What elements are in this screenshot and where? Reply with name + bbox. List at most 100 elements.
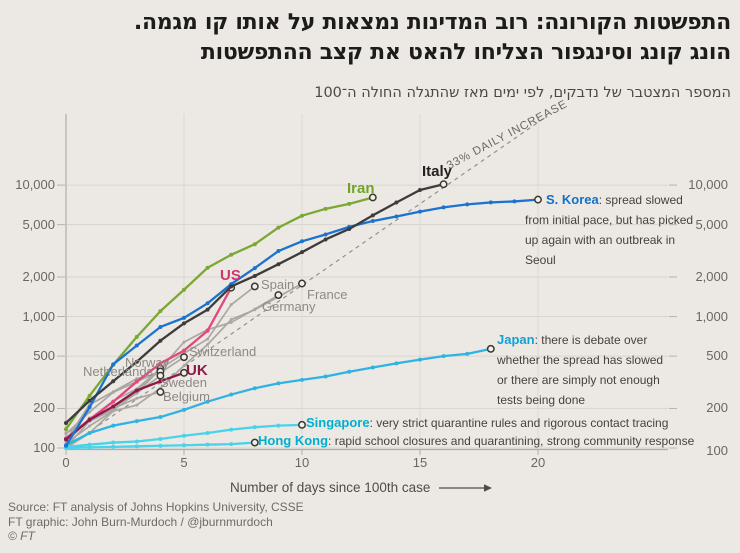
point-us	[182, 348, 186, 353]
reference-line	[65, 115, 548, 449]
point-skorea	[465, 202, 470, 207]
y-tick-label-left: 200	[33, 400, 55, 416]
endpoint-italy	[439, 180, 448, 189]
point-iran	[276, 225, 281, 230]
point-us	[205, 328, 210, 333]
point-italy	[87, 398, 92, 403]
x-tick-label: 20	[530, 455, 546, 470]
point-france	[229, 318, 233, 322]
point-hongkong	[134, 444, 139, 449]
endpoint-singapore	[298, 420, 306, 429]
point-italy	[134, 359, 139, 364]
x-tick-label: 5	[180, 455, 188, 470]
point-singapore	[182, 433, 186, 438]
y-tick-label-left: 10,000	[15, 177, 55, 193]
y-tick-label-left: 1,000	[22, 308, 55, 324]
point-germany	[253, 307, 257, 311]
point-skorea	[87, 405, 92, 410]
point-belgium	[135, 396, 139, 400]
point-iran	[182, 287, 186, 292]
point-iran	[229, 252, 234, 257]
annotation-country-name: Japan	[497, 332, 535, 347]
point-japan	[441, 354, 446, 359]
point-japan	[252, 386, 257, 391]
point-japan	[300, 377, 304, 382]
x-axis-title-text: Number of days since 100th case	[230, 480, 431, 495]
point-japan	[229, 392, 234, 397]
endpoint-skorea	[534, 195, 542, 204]
point-france	[206, 342, 210, 346]
endpoint-japan	[486, 344, 495, 353]
point-norway	[111, 409, 115, 413]
point-iran	[205, 265, 210, 270]
series-label-france: France	[307, 287, 348, 302]
point-japan	[418, 357, 422, 362]
annotation-skorea: S. Korea: spread slowed from initial pac…	[525, 192, 694, 267]
point-italy	[323, 237, 328, 242]
x-tick-label: 0	[62, 455, 70, 470]
annotation-singapore: Singapore: very strict quarantine rules …	[306, 415, 669, 430]
point-italy	[158, 338, 163, 343]
point-netherlands	[64, 432, 68, 436]
point-hongkong	[87, 445, 92, 450]
point-italy	[394, 200, 399, 205]
point-japan	[134, 419, 139, 424]
point-hongkong	[158, 443, 163, 448]
point-italy	[347, 226, 352, 231]
x-tick-label: 15	[412, 455, 428, 470]
point-skorea	[64, 443, 68, 448]
point-japan	[394, 361, 399, 366]
endpoint-iran	[368, 193, 377, 202]
annotation-japan: Japan: there is debate over whether the …	[497, 332, 664, 407]
point-italy	[276, 262, 281, 267]
endpoint-belgium	[156, 387, 165, 396]
point-singapore	[158, 437, 163, 442]
credit-line: FT graphic: John Burn-Murdoch / @jburnmu…	[8, 514, 273, 529]
point-skorea	[134, 343, 139, 348]
point-japan	[111, 423, 116, 428]
point-japan	[87, 431, 92, 436]
point-skorea	[394, 214, 399, 219]
annotation-country-name: Hong Kong	[258, 433, 329, 448]
point-italy	[300, 250, 304, 255]
point-italy	[252, 273, 257, 278]
point-singapore	[276, 423, 281, 428]
point-france	[135, 403, 139, 407]
point-skorea	[276, 249, 281, 254]
point-uk	[111, 404, 116, 409]
y-tick-label-left: 100	[33, 440, 55, 455]
point-hongkong	[205, 442, 210, 447]
endpoint-germany	[274, 291, 283, 300]
point-germany	[182, 340, 186, 344]
point-hongkong	[229, 442, 234, 447]
point-japan	[347, 369, 352, 374]
annotation-hongkong: Hong Kong: rapid school closures and qua…	[258, 433, 695, 448]
annotation-country-name: S. Korea	[546, 192, 599, 207]
point-us	[111, 399, 116, 404]
point-japan	[182, 407, 186, 412]
series-label-germany: Germany	[262, 299, 316, 314]
point-singapore	[205, 431, 210, 436]
point-italy	[64, 420, 68, 425]
endpoint-france	[298, 279, 306, 288]
point-iran	[134, 334, 139, 339]
chart-title-line2: הונג קונג וסינגפור הצליחו להאט את קצב הה…	[200, 40, 731, 65]
point-italy	[182, 321, 186, 326]
copyright-line: © FT	[8, 529, 35, 543]
y-tick-label-right: 1,000	[695, 308, 728, 324]
point-skorea	[158, 324, 163, 329]
point-skorea	[418, 209, 422, 214]
endpoint-spain	[250, 282, 259, 291]
point-us	[134, 379, 139, 384]
point-japan	[276, 381, 281, 386]
point-iran	[323, 206, 328, 211]
point-france	[182, 364, 186, 368]
source-line: Source: FT analysis of Johns Hopkins Uni…	[8, 500, 304, 514]
point-netherlands	[111, 390, 115, 394]
point-switzerland	[135, 377, 139, 381]
y-tick-label-right: 10,000	[688, 177, 728, 193]
y-tick-label-right: 500	[706, 348, 728, 364]
point-singapore	[252, 425, 257, 430]
point-skorea	[370, 219, 375, 224]
